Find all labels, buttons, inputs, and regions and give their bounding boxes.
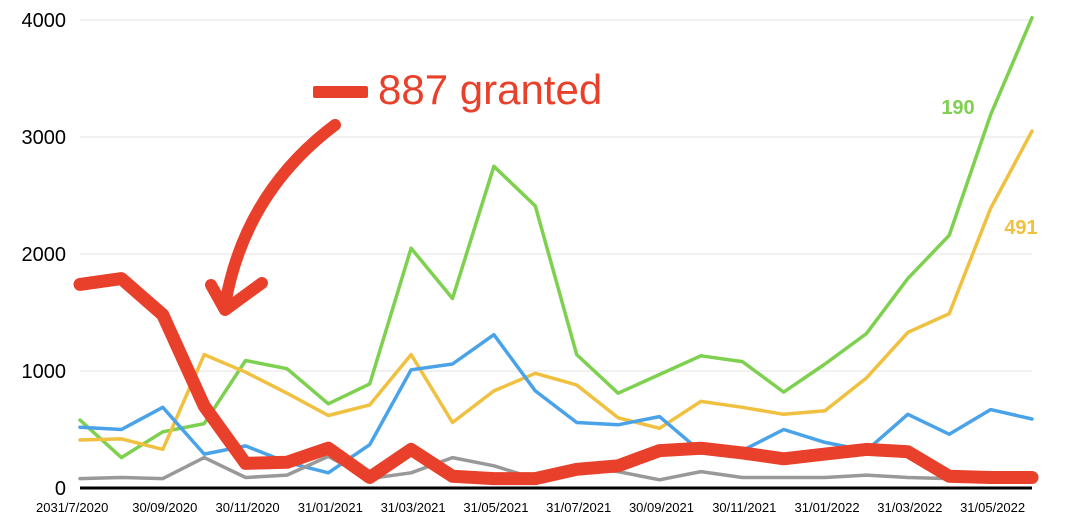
x-tick-label: 31/01/2022 — [795, 500, 860, 515]
x-tick-label: 31/07/2021 — [546, 500, 611, 515]
annotation-text: 887 granted — [378, 66, 602, 113]
x-tick-label: 31/01/2021 — [298, 500, 363, 515]
x-tick-label: 31/03/2021 — [381, 500, 446, 515]
annotation: 887 granted — [205, 66, 602, 316]
y-tick-label: 2000 — [22, 244, 67, 266]
series-line-1 — [78, 129, 1034, 452]
y-tick-label: 3000 — [22, 127, 67, 149]
annotation-arrowhead — [205, 277, 268, 316]
series-end-label: 491 — [1004, 217, 1037, 239]
x-tick-label: 31/05/2021 — [463, 500, 528, 515]
end-labels: 190 491 — [941, 97, 1037, 239]
x-tick-label: 30/09/2020 — [132, 500, 197, 515]
y-tick-label: 4000 — [22, 10, 67, 32]
series-line-4 — [73, 272, 1039, 486]
y-axis-ticks: 0 1000 2000 3000 4000 — [22, 10, 67, 500]
x-tick-label: 2031/7/2020 — [36, 500, 108, 515]
series-end-label: 190 — [941, 97, 974, 119]
x-axis-ticks: 2031/7/2020 30/09/2020 30/11/2020 31/01/202… — [36, 500, 1025, 515]
y-tick-label: 1000 — [22, 361, 67, 383]
annotation-arrow — [219, 119, 341, 311]
x-tick-label: 31/05/2022 — [960, 500, 1025, 515]
annotation-legend-swatch — [313, 86, 368, 98]
x-tick-label: 30/11/2020 — [216, 500, 280, 515]
series-lines — [73, 15, 1039, 486]
y-tick-label: 0 — [55, 478, 66, 500]
x-tick-label: 30/09/2021 — [629, 500, 694, 515]
x-tick-label: 30/11/2021 — [712, 500, 776, 515]
x-tick-label: 31/03/2022 — [877, 500, 942, 515]
